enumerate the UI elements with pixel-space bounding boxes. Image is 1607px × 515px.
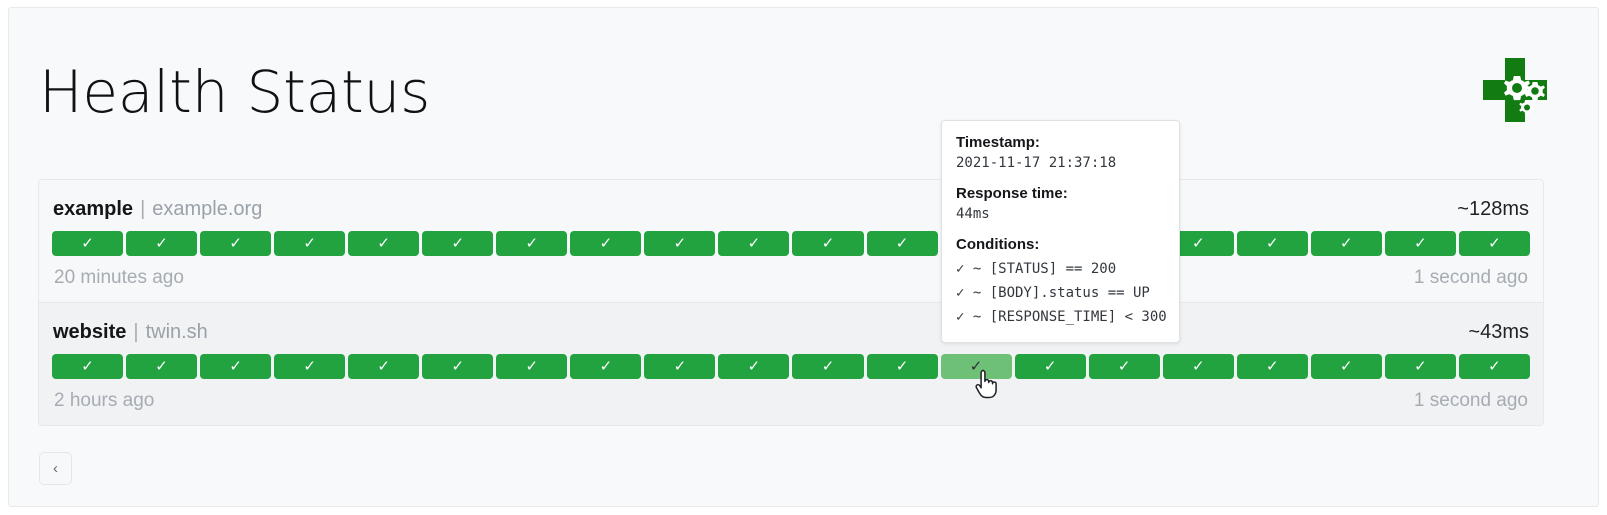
- pagination: ‹: [39, 452, 72, 485]
- endpoint-separator: |: [133, 321, 139, 343]
- tooltip-timestamp-label: Timestamp:: [956, 134, 1040, 151]
- endpoint-footer: 20 minutes ago 1 second ago: [52, 266, 1530, 290]
- endpoint-latency: ~128ms: [1457, 198, 1529, 220]
- status-bar[interactable]: ✓: [792, 231, 864, 256]
- status-bar[interactable]: ✓: [570, 231, 642, 256]
- page-header: Health Status: [39, 56, 1568, 148]
- status-bar[interactable]: ✓: [718, 354, 790, 379]
- status-bar[interactable]: ✓: [866, 231, 938, 256]
- status-bar[interactable]: ✓: [126, 231, 198, 256]
- tooltip-response-time-value: 44ms: [956, 206, 990, 222]
- status-bar[interactable]: ✓: [1310, 354, 1382, 379]
- oldest-timestamp: 2 hours ago: [54, 390, 155, 411]
- tooltip-condition: ✓ ~ [BODY].status == UP: [956, 285, 1150, 301]
- status-bar[interactable]: ✓: [644, 354, 716, 379]
- status-bar[interactable]: ✓: [422, 231, 494, 256]
- status-bar[interactable]: ✓: [52, 354, 124, 379]
- page-title: Health Status: [39, 58, 431, 126]
- endpoint-header: website | twin.sh ~43ms: [52, 321, 1530, 345]
- status-bar[interactable]: ✓: [1458, 231, 1530, 256]
- latest-timestamp: 1 second ago: [1413, 267, 1528, 288]
- tooltip-response-time-label: Response time:: [956, 185, 1068, 202]
- endpoint-separator: |: [140, 198, 146, 220]
- status-bar[interactable]: ✓: [496, 231, 568, 256]
- status-bar[interactable]: ✓: [1384, 231, 1456, 256]
- oldest-timestamp: 20 minutes ago: [54, 267, 184, 288]
- status-bar[interactable]: ✓: [644, 231, 716, 256]
- status-bar[interactable]: ✓: [866, 354, 938, 379]
- status-bar[interactable]: ✓: [718, 231, 790, 256]
- status-bar[interactable]: ✓: [1088, 354, 1160, 379]
- status-bar[interactable]: ✓: [200, 231, 272, 256]
- status-bar[interactable]: ✓: [1310, 231, 1382, 256]
- status-bar[interactable]: ✓: [1236, 231, 1308, 256]
- endpoint-header: example | example.org ~128ms: [52, 198, 1530, 222]
- dashboard-page: Health Status example | example.o: [8, 7, 1599, 507]
- status-bar[interactable]: ✓: [274, 231, 346, 256]
- status-bar-track: ✓✓✓✓✓✓✓✓✓✓✓✓✓✓✓✓✓✓✓✓: [52, 354, 1530, 379]
- endpoint-name[interactable]: website: [53, 321, 127, 343]
- tooltip-condition: ✓ ~ [STATUS] == 200: [956, 261, 1117, 277]
- status-bar[interactable]: ✓: [348, 354, 420, 379]
- endpoint-footer: 2 hours ago 1 second ago: [52, 389, 1530, 413]
- status-bar[interactable]: ✓: [1162, 354, 1234, 379]
- status-bar[interactable]: ✓: [348, 231, 420, 256]
- status-bar[interactable]: ✓: [940, 354, 1012, 379]
- status-bar[interactable]: ✓: [1458, 354, 1530, 379]
- tooltip-conditions-list: ✓ ~ [STATUS] == 200 ✓ ~ [BODY].status == …: [956, 257, 1167, 329]
- status-bar[interactable]: ✓: [1014, 354, 1086, 379]
- status-bar[interactable]: ✓: [274, 354, 346, 379]
- status-bar[interactable]: ✓: [570, 354, 642, 379]
- status-bar[interactable]: ✓: [422, 354, 494, 379]
- status-bar[interactable]: ✓: [126, 354, 198, 379]
- status-bar-track: ✓✓✓✓✓✓✓✓✓✓✓✓✓✓✓✓✓✓✓✓: [52, 231, 1530, 256]
- green-cross-gears-logo: [1469, 52, 1561, 134]
- status-bar[interactable]: ✓: [496, 354, 568, 379]
- endpoint-card: website | twin.sh ~43ms ✓ ✓ ✓ ✓ ✓ ✓ ✓ ✓ ✓ ✓ ✓ ✓ ✓ ✓ ✓ ✓…: [39, 302, 1543, 425]
- endpoint-card: example | example.org ~128ms ✓ ✓ ✓ ✓ ✓ ✓ ✓ ✓ ✓ ✓ ✓…: [39, 180, 1543, 302]
- status-bar[interactable]: ✓: [52, 231, 124, 256]
- status-bar[interactable]: ✓: [1236, 354, 1308, 379]
- latest-timestamp: 1 second ago: [1413, 390, 1528, 411]
- status-bar[interactable]: ✓: [1384, 354, 1456, 379]
- endpoint-name[interactable]: example: [53, 198, 134, 220]
- endpoint-hostname: example.org: [152, 198, 263, 220]
- previous-page-button[interactable]: ‹: [39, 452, 72, 485]
- status-bar[interactable]: ✓: [792, 354, 864, 379]
- tooltip-conditions-label: Conditions:: [956, 236, 1040, 253]
- status-tooltip: Timestamp: 2021-11-17 21:37:18 Response …: [941, 120, 1180, 343]
- endpoint-list: example | example.org ~128ms ✓ ✓ ✓ ✓ ✓ ✓ ✓ ✓ ✓ ✓ ✓…: [38, 179, 1544, 426]
- endpoint-latency: ~43ms: [1468, 321, 1529, 343]
- tooltip-timestamp-value: 2021-11-17 21:37:18: [956, 155, 1117, 171]
- endpoint-hostname: twin.sh: [145, 321, 208, 343]
- status-bar[interactable]: ✓: [200, 354, 272, 379]
- tooltip-condition: ✓ ~ [RESPONSE_TIME] < 300: [956, 309, 1167, 325]
